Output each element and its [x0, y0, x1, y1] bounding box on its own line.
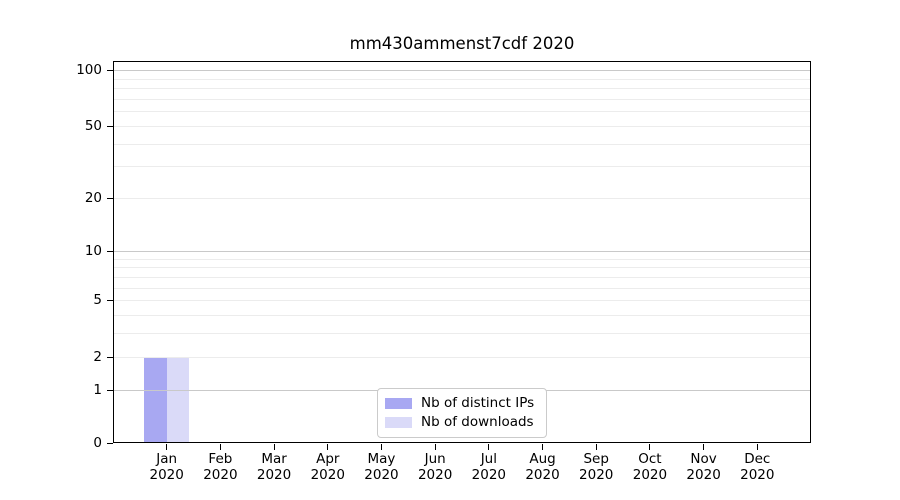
- y-tick-mark: [107, 356, 113, 358]
- y-tick-mark: [107, 443, 113, 444]
- gridline-minor: [114, 287, 810, 289]
- x-tick-year: 2020: [256, 466, 292, 483]
- x-tick-mark: [756, 444, 758, 450]
- x-tick-mark: [595, 444, 597, 450]
- bar-downloads-jan: [166, 356, 190, 443]
- gridline-minor: [114, 356, 810, 358]
- legend-label-downloads: Nb of downloads: [421, 414, 534, 430]
- x-tick-mark: [327, 444, 329, 450]
- gridline-minor: [114, 88, 810, 89]
- y-tick-label: 1: [93, 382, 102, 398]
- x-tick-year: 2020: [740, 466, 775, 483]
- x-tick-month: Mar: [261, 451, 287, 467]
- x-tick-month: Oct: [638, 451, 662, 467]
- y-tick-label: 2: [93, 348, 102, 365]
- gridline-minor: [114, 125, 810, 127]
- x-tick-month: Apr: [316, 451, 340, 467]
- gridline-major: [114, 250, 810, 252]
- x-tick-year: 2020: [579, 466, 614, 483]
- gridline-minor: [114, 166, 810, 168]
- x-tick-label: Nov 2020: [669, 451, 739, 483]
- x-tick-label: Jan 2020: [132, 451, 202, 483]
- y-tick-mark: [107, 300, 113, 302]
- x-tick-mark: [273, 444, 275, 450]
- x-tick-mark: [542, 444, 544, 450]
- x-tick-month: Feb: [208, 451, 233, 467]
- legend-swatch-distinct-ips-icon: [385, 398, 412, 409]
- x-tick-label: Sep 2020: [561, 451, 631, 483]
- legend: Nb of distinct IPs Nb of downloads: [377, 388, 547, 438]
- gridline-minor: [114, 111, 810, 113]
- gridline-minor: [114, 78, 810, 80]
- gridline-minor: [114, 300, 810, 302]
- x-tick-month: May: [367, 451, 396, 467]
- y-tick-label: 50: [84, 117, 102, 134]
- x-tick-mark: [380, 444, 382, 450]
- x-tick-month: Nov: [690, 451, 717, 467]
- x-tick-year: 2020: [203, 466, 238, 483]
- y-tick-mark: [107, 390, 113, 391]
- gridline-minor: [114, 267, 810, 269]
- x-tick-mark: [703, 444, 705, 450]
- x-tick-label: Jul 2020: [454, 451, 524, 483]
- x-tick-year: 2020: [632, 466, 668, 483]
- y-tick-label: 20: [84, 190, 102, 207]
- x-tick-month: Jul: [480, 451, 497, 467]
- x-tick-year: 2020: [471, 466, 507, 483]
- x-tick-mark: [434, 444, 436, 450]
- x-tick-year: 2020: [417, 466, 453, 483]
- x-tick-month: Jan: [156, 451, 178, 467]
- y-tick-mark: [107, 70, 113, 71]
- x-tick-month: Aug: [529, 451, 556, 467]
- y-tick-mark: [107, 125, 113, 127]
- x-tick-year: 2020: [686, 466, 721, 483]
- x-tick-label: Feb 2020: [185, 451, 255, 483]
- x-tick-label: Aug 2020: [508, 451, 578, 483]
- y-tick-mark: [107, 198, 113, 200]
- x-tick-label: Apr 2020: [293, 451, 363, 483]
- y-tick-label: 100: [76, 62, 102, 78]
- gridline-minor: [114, 198, 810, 200]
- x-tick-year: 2020: [149, 466, 184, 483]
- x-tick-mark: [488, 444, 490, 450]
- gridline-minor: [114, 333, 810, 335]
- x-tick-label: Oct 2020: [615, 451, 685, 483]
- gridline-minor: [114, 276, 810, 278]
- legend-item-distinct-ips: Nb of distinct IPs: [385, 394, 538, 413]
- gridline-minor: [114, 143, 810, 145]
- y-tick-label: 5: [93, 292, 102, 309]
- x-tick-year: 2020: [364, 466, 399, 483]
- legend-swatch-downloads-icon: [385, 417, 412, 428]
- x-tick-month: Dec: [744, 451, 771, 467]
- x-tick-label: Mar 2020: [239, 451, 309, 483]
- y-tick-label: 10: [84, 242, 102, 259]
- y-tick-label: 0: [93, 435, 102, 451]
- x-tick-label: May 2020: [346, 451, 416, 483]
- gridline-minor: [114, 258, 810, 260]
- plot-area-border: [113, 61, 811, 443]
- gridline-minor: [114, 315, 810, 317]
- x-tick-mark: [166, 444, 168, 450]
- x-tick-month: Jun: [424, 451, 446, 467]
- legend-item-downloads: Nb of downloads: [385, 413, 538, 432]
- x-tick-month: Sep: [583, 451, 609, 467]
- x-tick-year: 2020: [310, 466, 345, 483]
- chart-title: mm430ammenst7cdf 2020: [349, 34, 575, 53]
- legend-label-distinct-ips: Nb of distinct IPs: [421, 395, 535, 411]
- gridline-minor: [114, 98, 810, 100]
- x-tick-year: 2020: [525, 466, 560, 483]
- x-tick-mark: [219, 444, 221, 450]
- x-tick-mark: [649, 444, 651, 450]
- y-tick-mark: [107, 250, 113, 252]
- x-tick-label: Dec 2020: [722, 451, 792, 483]
- bar-distinct-ips-jan: [144, 356, 167, 443]
- gridline-major: [114, 70, 810, 71]
- x-tick-label: Jun 2020: [400, 451, 470, 483]
